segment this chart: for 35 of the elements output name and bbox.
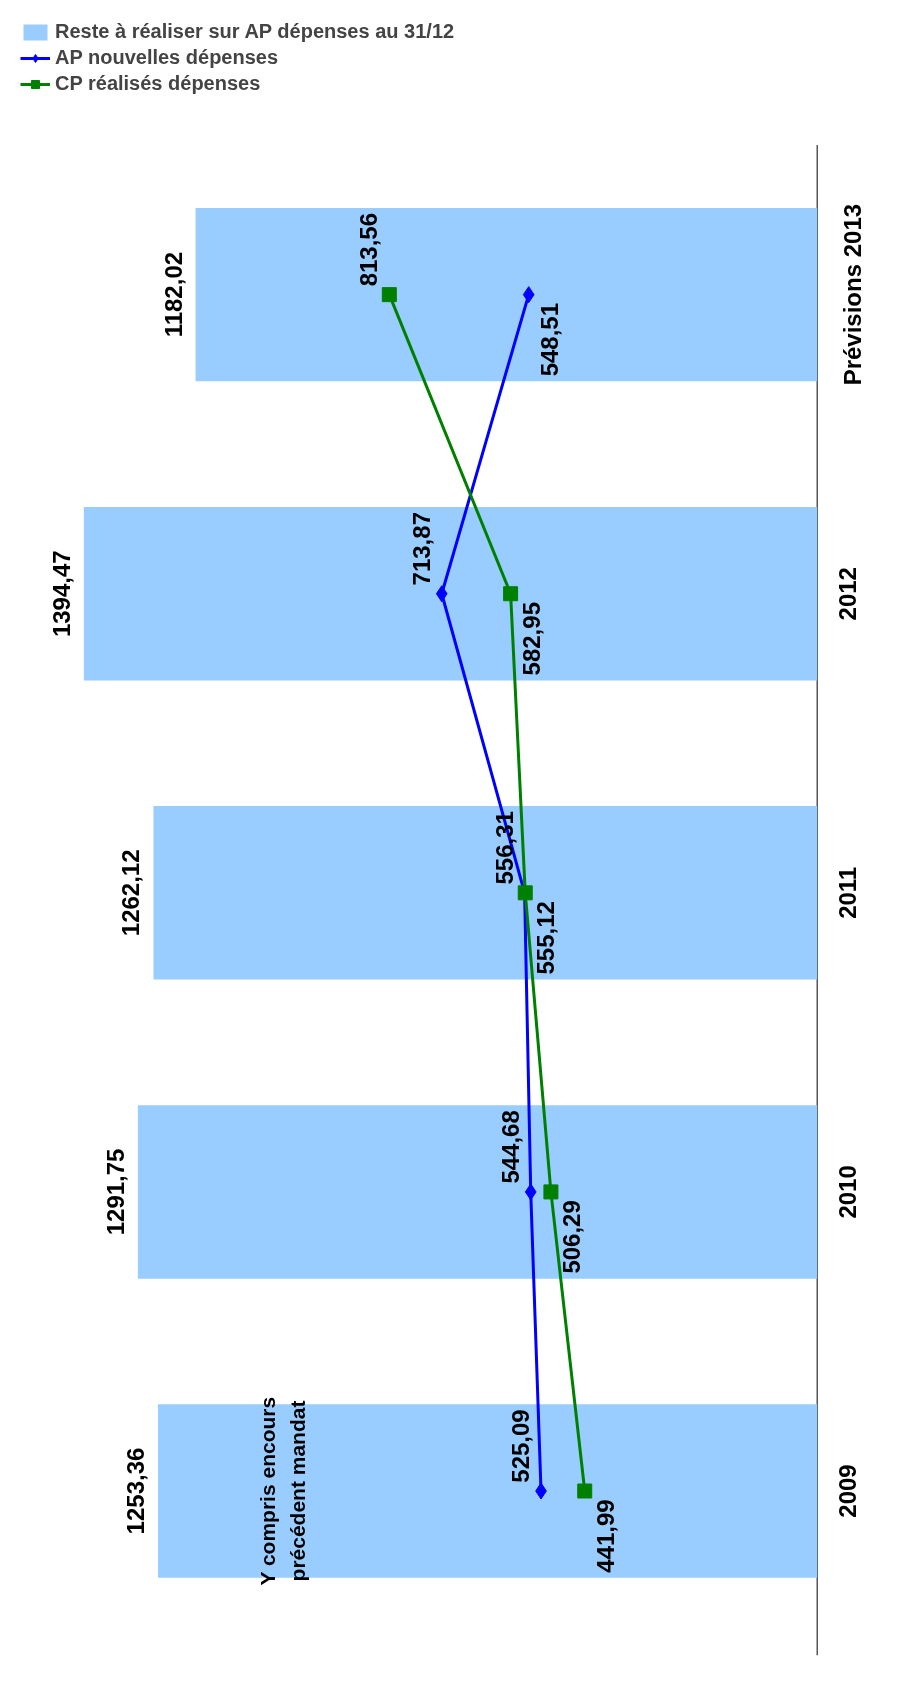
y-tick-label: 2012: [834, 567, 862, 621]
point: [577, 1483, 593, 1499]
bar: [83, 506, 818, 681]
data-label: 1262,12: [117, 849, 145, 937]
data-label: 555,12: [532, 901, 560, 975]
legend-label: Reste à réaliser sur AP dépenses au 31/12: [55, 20, 455, 43]
point: [543, 1184, 559, 1200]
data-label: 813,56: [355, 212, 383, 287]
y-tick-label: 2010: [834, 1165, 862, 1219]
data-label: 544,68: [496, 1110, 524, 1184]
data-label: 506,29: [557, 1200, 585, 1274]
data-label: 525,09: [507, 1409, 535, 1483]
data-label: 1291,75: [101, 1148, 129, 1236]
data-label: 582,95: [517, 602, 545, 676]
point: [503, 586, 519, 602]
legend-label: CP réalisés dépenses: [55, 72, 261, 95]
point: [522, 286, 535, 304]
data-label: 441,99: [591, 1499, 619, 1573]
data-label: 1182,02: [159, 251, 187, 338]
legend-label: AP nouvelles dépenses: [55, 46, 279, 69]
point: [524, 1183, 537, 1201]
y-tick-label: 2009: [834, 1464, 862, 1518]
data-label: 548,51: [535, 302, 563, 377]
data-label: 556,31: [490, 811, 518, 885]
data-label: 1394,47: [47, 550, 75, 638]
bar: [137, 1105, 818, 1279]
point: [381, 287, 397, 303]
bar: [153, 806, 818, 980]
annotation: Y compris encours précédent mandat: [255, 1396, 309, 1586]
y-tick-label: Prévisions 2013: [839, 203, 867, 386]
bar: [195, 207, 818, 382]
point: [435, 585, 448, 603]
data-label: 713,87: [407, 512, 435, 586]
y-tick-label: 2011: [834, 866, 862, 919]
data-label: 1253,36: [122, 1447, 150, 1535]
